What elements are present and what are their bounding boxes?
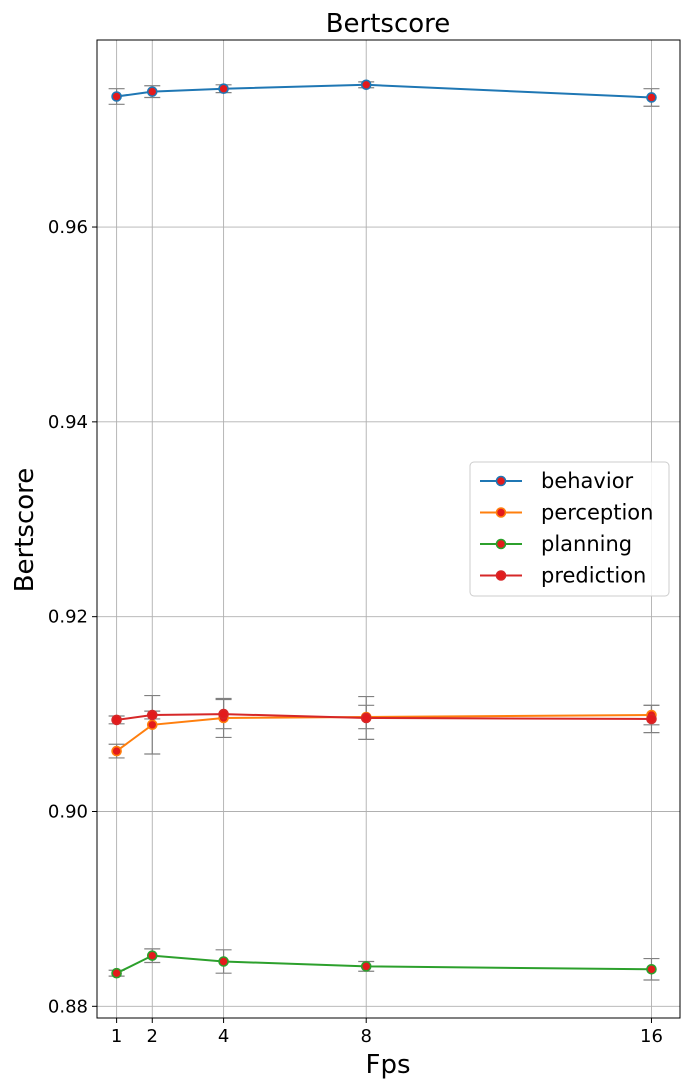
planning-point <box>360 961 372 972</box>
planning-point <box>218 956 229 967</box>
prediction-point <box>360 712 372 724</box>
perception-point <box>146 719 158 731</box>
legend-label-prediction: prediction <box>541 564 646 588</box>
behavior-point <box>646 92 657 103</box>
y-tick-label: 0.88 <box>48 996 88 1017</box>
perception-point <box>111 745 122 757</box>
legend-label-planning: planning <box>541 532 632 556</box>
prediction-point <box>218 708 229 720</box>
behavior-line <box>116 83 652 99</box>
x-tick-label: 16 <box>640 1026 663 1047</box>
prediction-point <box>146 709 158 721</box>
x-tick-label: 1 <box>111 1026 122 1047</box>
y-tick-label: 0.96 <box>48 217 88 238</box>
y-axis-label: Bertscore <box>10 468 40 593</box>
legend-marker-prediction <box>495 570 507 581</box>
chart-title: Bertscore <box>326 9 451 39</box>
legend-label-perception: perception <box>541 501 653 525</box>
perception-line <box>116 714 652 752</box>
legend-marker-perception <box>495 507 507 518</box>
planning-point <box>146 950 158 961</box>
prediction-point <box>111 714 122 726</box>
plot-frame <box>96 39 681 1019</box>
x-tick-label: 8 <box>360 1026 371 1047</box>
x-tick-label: 2 <box>147 1026 158 1047</box>
y-tick-label: 0.92 <box>48 607 88 628</box>
legend-marker-planning <box>495 538 507 550</box>
behavior-point <box>111 91 122 102</box>
y-tick-label: 0.90 <box>48 801 88 822</box>
planning-line <box>116 954 652 975</box>
behavior-point <box>218 83 229 95</box>
x-tick-label: 4 <box>218 1026 229 1047</box>
planning-point <box>646 963 657 975</box>
legend-label-behavior: behavior <box>541 469 634 493</box>
legend-marker-behavior <box>495 475 507 487</box>
prediction-point <box>646 713 657 725</box>
data-markers <box>111 79 657 979</box>
y-tick-label: 0.94 <box>48 412 88 433</box>
legend-box <box>469 461 670 597</box>
axis-ticks: 1 2 4 8 16 0.88 0.90 0.92 0.94 0.96 <box>48 217 663 1047</box>
x-axis-label: Fps <box>365 1050 410 1080</box>
behavior-point <box>146 86 158 97</box>
behavior-point <box>360 79 372 91</box>
planning-point <box>111 967 122 979</box>
legend: behavior perception planning prediction <box>469 461 670 597</box>
